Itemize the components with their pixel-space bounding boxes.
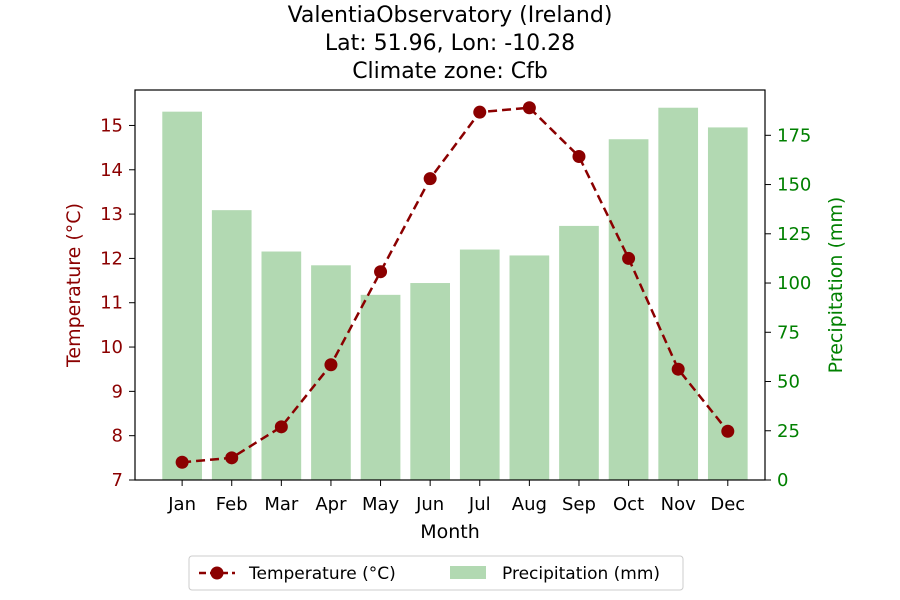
chart-title: ValentiaObservatory (Ireland) Lat: 51.96…	[288, 3, 613, 84]
legend-box	[188, 555, 684, 591]
temperature-tick-label: 8	[112, 426, 123, 447]
precipitation-bars	[162, 107, 748, 481]
legend-precipitation-swatch	[450, 566, 486, 579]
precipitation-bar-aug	[509, 255, 550, 480]
temperature-point-sep	[572, 149, 586, 163]
precipitation-bar-nov	[658, 107, 699, 481]
temperature-tick-label: 9	[112, 381, 123, 402]
precipitation-bar-jul	[459, 249, 500, 480]
precipitation-bar-jan	[162, 111, 202, 481]
temperature-tick-label: 11	[100, 293, 123, 314]
temperature-tick-label: 7	[112, 470, 123, 491]
temperature-point-aug	[522, 101, 536, 115]
x-tick-label: Feb	[216, 494, 248, 515]
legend-precipitation-label: Precipitation (mm)	[502, 564, 660, 584]
temperature-point-jan	[175, 455, 189, 469]
plot-frame	[134, 89, 766, 481]
legend-temperature-marker	[210, 566, 224, 580]
title-line-2: Lat: 51.96, Lon: -10.28	[325, 31, 575, 56]
temperature-point-nov	[671, 362, 685, 376]
precipitation-axis-label: Precipitation (mm)	[825, 197, 847, 374]
precipitation-bar-sep	[559, 225, 599, 480]
precipitation-bar-feb	[211, 210, 252, 480]
temperature-tick-label: 14	[100, 160, 123, 181]
x-tick-label: Aug	[512, 494, 547, 515]
temperature-point-oct	[622, 251, 636, 265]
precipitation-tick-label: 0	[777, 470, 788, 491]
precipitation-tick-label: 100	[777, 273, 811, 294]
temperature-point-apr	[324, 358, 338, 372]
precipitation-bar-may	[360, 294, 401, 480]
temperature-tick-label: 15	[100, 115, 123, 136]
x-tick-label: Nov	[661, 494, 696, 515]
precipitation-tick-label: 25	[777, 421, 800, 442]
temperature-tick-label: 13	[100, 204, 123, 225]
x-tick-label: Jul	[468, 494, 491, 515]
temperature-point-jul	[473, 105, 487, 119]
precipitation-tick-label: 50	[777, 372, 800, 393]
legend-temperature-label: Temperature (°C)	[248, 564, 396, 584]
x-tick-label: May	[362, 494, 400, 515]
temperature-axis-label: Temperature (°C)	[63, 203, 85, 368]
precipitation-bar-mar	[261, 251, 302, 480]
temperature-point-mar	[274, 420, 288, 434]
temperature-point-may	[374, 265, 388, 279]
x-tick-label: Oct	[613, 494, 644, 515]
temperature-tick-label: 10	[100, 337, 123, 358]
x-tick-label: Mar	[264, 494, 299, 515]
x-tick-label: Dec	[710, 494, 745, 515]
x-tick-label: Jan	[167, 494, 196, 515]
axes: Jan Feb Mar Apr May Jun Jul Aug Sep Oct Nov Dec Mont…	[63, 89, 847, 543]
precipitation-tick-label: 75	[777, 322, 800, 343]
x-tick-label: Sep	[562, 494, 596, 515]
temperature-tick-label: 12	[100, 248, 123, 269]
title-line-3: Climate zone: Cfb	[352, 59, 548, 84]
precipitation-tick-label: 175	[777, 125, 811, 146]
precipitation-bar-apr	[311, 265, 351, 480]
temperature-point-dec	[721, 424, 735, 438]
temperature-point-feb	[225, 451, 239, 465]
x-tick-label: Apr	[315, 494, 347, 515]
legend: Temperature (°C) Precipitation (mm)	[188, 555, 684, 591]
precipitation-bar-jun	[410, 283, 450, 480]
temperature-point-jun	[423, 172, 437, 186]
precipitation-bar-oct	[608, 139, 649, 480]
precipitation-tick-label: 150	[777, 175, 811, 196]
title-line-1: ValentiaObservatory (Ireland)	[288, 3, 613, 28]
x-tick-label: Jun	[415, 494, 444, 515]
precipitation-tick-label: 125	[777, 224, 811, 245]
x-axis-label: Month	[420, 521, 480, 543]
temperature-series-line	[182, 106, 729, 464]
temperature-line	[175, 101, 735, 469]
precipitation-bar-dec	[707, 127, 748, 480]
